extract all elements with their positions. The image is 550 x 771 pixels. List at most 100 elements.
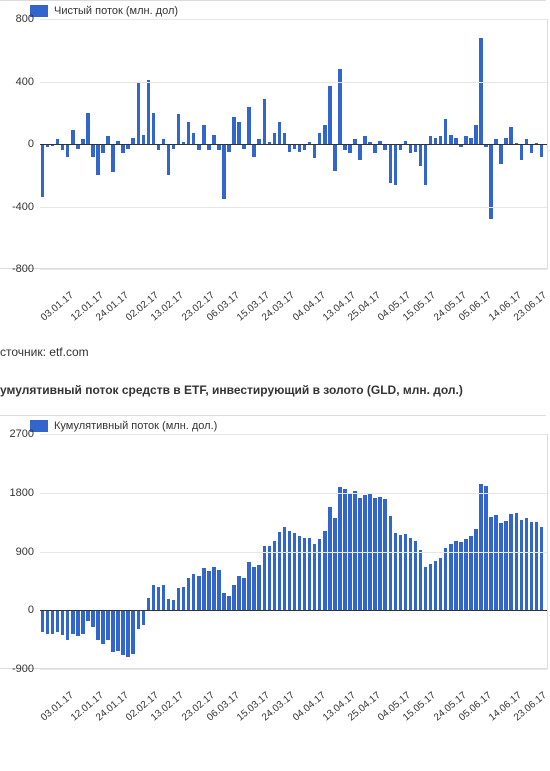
bar: [152, 113, 156, 144]
bar: [394, 533, 398, 611]
bar: [318, 539, 322, 610]
bar: [162, 585, 166, 610]
source-text: сточник: etf.com: [0, 345, 550, 359]
bar: [111, 610, 115, 652]
bar: [439, 136, 443, 144]
bar: [172, 600, 176, 610]
legend: Чистый поток (млн. дол): [0, 0, 546, 19]
bar: [167, 144, 171, 175]
plot-area: 270018009000-900: [0, 434, 548, 669]
bar: [378, 497, 382, 611]
bar: [449, 135, 453, 144]
bar: [318, 133, 322, 144]
bar: [237, 122, 241, 144]
bar: [71, 130, 75, 144]
bar: [474, 125, 478, 144]
bar: [121, 610, 125, 654]
bar: [147, 80, 151, 144]
legend-label: Кумулятивный поток (млн. дол.): [54, 420, 217, 432]
bar: [484, 486, 488, 611]
bar: [308, 538, 312, 610]
x-tick-label: 03.01.17: [39, 290, 76, 323]
bar: [142, 135, 146, 144]
bar: [313, 144, 317, 158]
bar: [192, 133, 196, 144]
bar: [202, 568, 206, 610]
bar: [106, 136, 110, 144]
x-tick-label: 03.01.17: [39, 690, 76, 723]
y-tick-label: 400: [16, 76, 34, 88]
legend-label: Чистый поток (млн. дол): [54, 5, 178, 17]
bar: [409, 538, 413, 610]
bar: [111, 144, 115, 172]
plot-area: 8004000-400-800: [0, 19, 548, 269]
bar: [303, 538, 307, 610]
bar: [56, 610, 60, 632]
bar: [263, 99, 267, 144]
bar: [293, 533, 297, 611]
bar: [187, 578, 191, 610]
bar: [137, 610, 141, 628]
bar: [116, 610, 120, 650]
bar: [348, 144, 352, 153]
bar: [91, 610, 95, 626]
bar: [247, 562, 251, 610]
bar: [328, 86, 332, 144]
x-tick-label: 04.04.17: [291, 690, 328, 723]
bar: [207, 571, 211, 610]
bar: [535, 522, 539, 611]
bar: [338, 487, 342, 610]
bar: [429, 564, 433, 610]
bar: [278, 122, 282, 144]
bar: [404, 534, 408, 610]
bar: [499, 523, 503, 610]
y-tick-label: 2700: [10, 428, 34, 440]
bar: [167, 599, 171, 611]
bar: [222, 144, 226, 199]
bar: [242, 578, 246, 611]
bar: [540, 527, 544, 610]
x-tick-label: 04.04.17: [291, 290, 328, 323]
bar: [51, 610, 55, 634]
bar: [131, 610, 135, 654]
bar: [509, 514, 513, 611]
y-tick-label: -400: [12, 201, 34, 213]
bar: [444, 119, 448, 144]
bar: [81, 610, 85, 634]
bar: [499, 144, 503, 164]
bar: [464, 136, 468, 144]
bar: [444, 548, 448, 611]
bar: [283, 133, 287, 144]
bar: [177, 588, 181, 610]
bar: [268, 546, 272, 611]
bar: [358, 144, 362, 160]
bar: [409, 144, 413, 153]
bar: [121, 144, 125, 153]
bar: [202, 125, 206, 144]
bar: [363, 136, 367, 144]
net-flow-chart: Чистый поток (млн. дол) 8004000-400-800 …: [0, 0, 550, 339]
bar: [232, 585, 236, 610]
bar: [515, 513, 519, 610]
bar: [247, 107, 251, 145]
bar: [197, 576, 201, 610]
bar: [394, 144, 398, 185]
bar: [509, 127, 513, 144]
bar: [142, 610, 146, 624]
x-axis: 03.01.1712.01.1724.01.1702.02.1713.02.17…: [0, 269, 548, 339]
bar: [389, 144, 393, 183]
y-tick-label: 800: [16, 13, 34, 25]
bar: [469, 536, 473, 610]
legend: Кумулятивный поток (млн. дол.): [0, 415, 546, 434]
bar: [152, 585, 156, 610]
bar: [525, 518, 529, 610]
y-tick-label: 0: [28, 604, 34, 616]
bar: [520, 520, 524, 610]
bar: [61, 610, 65, 635]
bar: [383, 499, 387, 610]
bar: [101, 144, 105, 153]
bar: [273, 133, 277, 144]
bar: [177, 114, 181, 144]
bar: [504, 521, 508, 610]
bar: [41, 144, 45, 197]
